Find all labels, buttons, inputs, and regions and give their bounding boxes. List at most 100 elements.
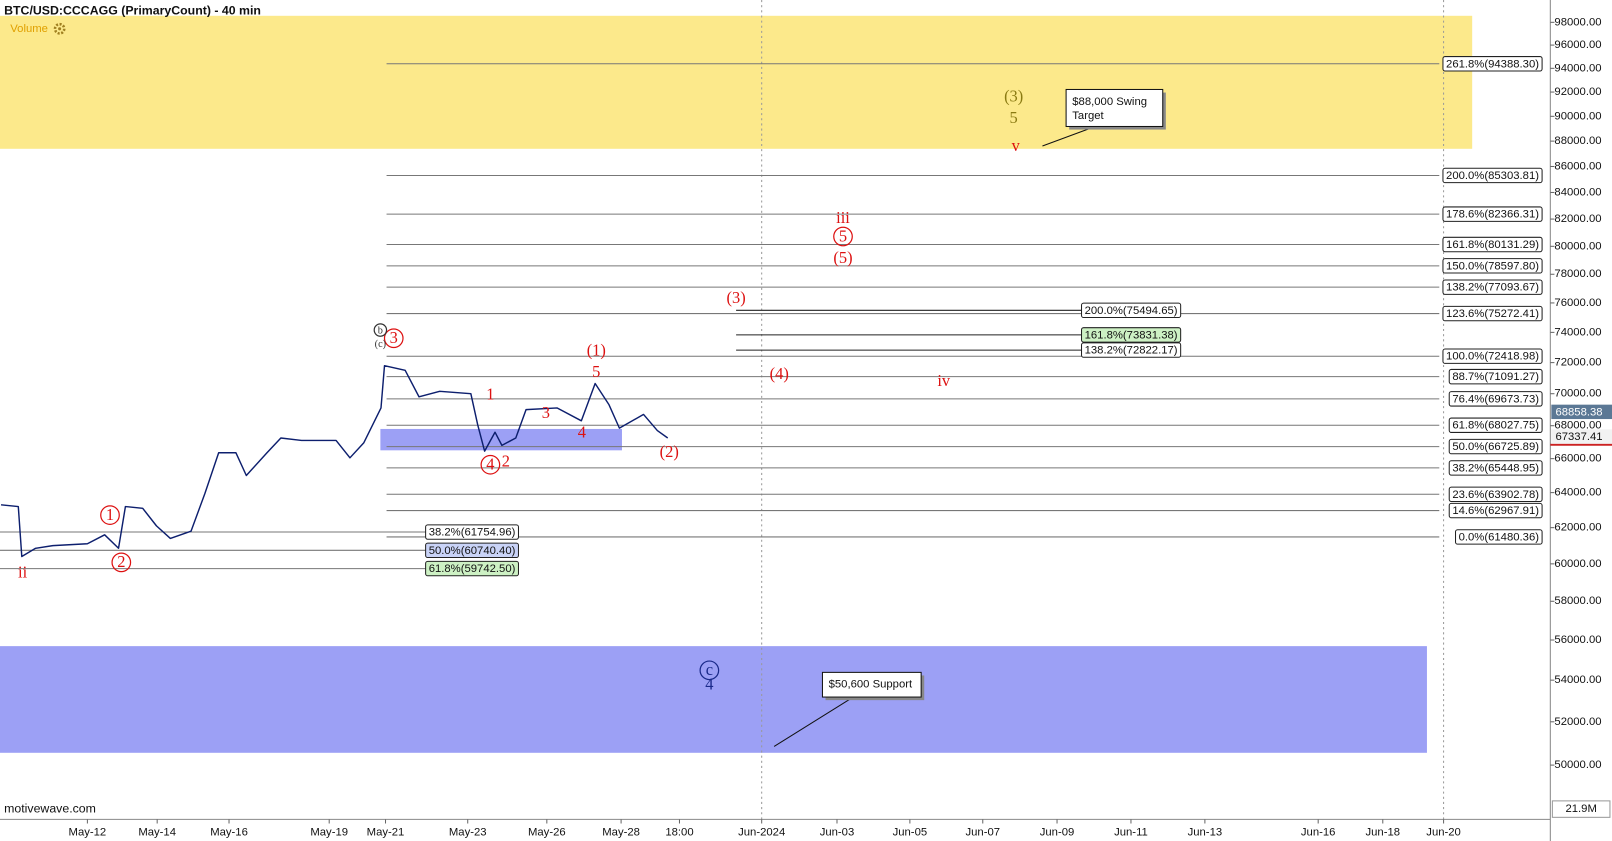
fib-label: 161.8%(80131.29) — [1446, 239, 1539, 251]
fib-label: 38.2%(61754.96) — [429, 527, 516, 539]
price-tag — [1551, 429, 1612, 444]
volume-axis-box — [1551, 800, 1611, 818]
fib-label-box — [1442, 167, 1543, 184]
fib-label-box — [1442, 236, 1543, 253]
y-tick-label: 54000.00 — [1554, 674, 1601, 686]
x-tick-label: Jun-18 — [1366, 827, 1401, 839]
wave-label: 1 — [106, 505, 114, 524]
callout-text: $50,600 Support — [829, 679, 913, 691]
wave-label: iii — [836, 208, 850, 227]
y-tick-label: 76000.00 — [1554, 297, 1601, 309]
y-tick-label: 90000.00 — [1554, 110, 1601, 122]
fib-label-box — [1442, 348, 1543, 364]
fib-label: 200.0%(75494.65) — [1085, 305, 1178, 317]
fib-label: 61.8%(68027.75) — [1452, 420, 1539, 432]
fib-label: 150.0%(78597.80) — [1446, 260, 1539, 272]
x-tick-label: Jun-05 — [893, 827, 928, 839]
y-tick-label: 86000.00 — [1554, 160, 1601, 172]
price-tag — [1551, 404, 1612, 420]
fib-label-box — [1081, 327, 1182, 343]
callout-box — [821, 671, 922, 698]
wave-label: 5 — [592, 362, 600, 381]
callout-pointer — [1042, 128, 1090, 147]
price-tag-label: 68858.38 — [1555, 406, 1602, 418]
zones — [0, 0, 1473, 820]
wave-label: 2 — [117, 552, 125, 571]
wave-label: (1) — [587, 340, 606, 359]
fib-label-box — [1448, 438, 1543, 455]
fib-label: 161.8%(73831.38) — [1085, 329, 1178, 341]
y-tick-label: 62000.00 — [1554, 522, 1601, 534]
fib-levels: 261.8%(94388.30) 200.0%(85303.81) 178.6%(8… — [0, 56, 1543, 577]
fib-label-box — [1442, 206, 1543, 222]
wave-label: 3 — [542, 403, 550, 422]
fib-label-box — [425, 542, 519, 559]
y-tick-label: 56000.00 — [1554, 634, 1601, 646]
x-tick-label: Jun-2024 — [738, 827, 785, 839]
y-tick-label: 64000.00 — [1554, 487, 1601, 499]
fib-label-box — [1442, 279, 1543, 295]
price-layer — [0, 364, 669, 558]
fib-label: 178.6%(82366.31) — [1446, 209, 1539, 221]
wave-circle — [373, 323, 388, 337]
wave-label: 4 — [705, 675, 713, 694]
wave-circle — [699, 660, 720, 681]
watermark: motivewave.com — [4, 801, 96, 815]
x-tick-label: May-26 — [528, 827, 566, 839]
zone — [380, 428, 622, 451]
wave-label: c — [706, 660, 713, 679]
y-tick-label: 80000.00 — [1554, 240, 1601, 252]
y-tick-label: 72000.00 — [1554, 357, 1601, 369]
fib-label: 50.0%(66725.89) — [1452, 441, 1539, 453]
y-tick-label: 98000.00 — [1554, 16, 1601, 28]
wave-label: (4) — [770, 364, 789, 383]
y-tick-label: 50000.00 — [1554, 759, 1601, 771]
x-tick-label: May-16 — [210, 827, 248, 839]
x-tick-label: Jun-20 — [1426, 827, 1461, 839]
zone — [0, 646, 1427, 753]
fib-label: 76.4%(69673.73) — [1452, 393, 1539, 405]
price-tag-label: 67337.41 — [1555, 431, 1602, 443]
callout-text: Target — [1072, 110, 1104, 122]
wave-label: (3) — [1004, 86, 1023, 105]
wave-label: 1 — [486, 385, 494, 404]
wave-label: 2 — [502, 451, 510, 470]
fib-label-box — [1081, 342, 1182, 358]
y-tick-label: 88000.00 — [1554, 135, 1601, 147]
fib-label: 100.0%(72418.98) — [1446, 351, 1539, 363]
x-tick-label: Jun-11 — [1114, 827, 1148, 839]
zone — [0, 15, 1473, 149]
wave-label: v — [1012, 136, 1021, 155]
wave-label: iv — [937, 371, 951, 390]
wave-label: 5 — [839, 226, 847, 245]
x-tick-label: May-14 — [138, 827, 176, 839]
y-tick-label: 94000.00 — [1554, 62, 1601, 74]
y-tick-label: 78000.00 — [1554, 268, 1601, 280]
fib-label-box — [1442, 305, 1543, 322]
y-tick-label: 96000.00 — [1554, 39, 1601, 51]
wave-circle — [480, 454, 501, 475]
x-tick-label: May-28 — [602, 827, 640, 839]
wave-label: 4 — [578, 423, 586, 442]
fib-label-box — [425, 524, 519, 540]
volume-label: Volume — [10, 23, 48, 35]
wave-circle — [383, 328, 404, 349]
chart-title: BTC/USD:CCCAGG (PrimaryCount) - 40 min — [4, 4, 261, 18]
y-tick-label: 82000.00 — [1554, 213, 1601, 225]
x-tick-label: Jun-03 — [820, 827, 855, 839]
fib-label-box — [1081, 302, 1182, 319]
wave-label: (3) — [727, 288, 746, 307]
callout-pointer — [773, 696, 854, 747]
x-tick-label: May-23 — [449, 827, 487, 839]
y-tick-label: 70000.00 — [1554, 388, 1601, 400]
fib-label: 123.6%(75272.41) — [1446, 308, 1539, 320]
settings-icon[interactable] — [53, 22, 66, 35]
fib-label-box — [1448, 502, 1543, 519]
fib-label: 138.2%(72822.17) — [1085, 345, 1178, 357]
fib-label-box — [1442, 258, 1543, 274]
x-tick-label: May-19 — [310, 827, 348, 839]
wave-label: ii — [18, 562, 28, 581]
y-tick-label: 92000.00 — [1554, 86, 1601, 98]
